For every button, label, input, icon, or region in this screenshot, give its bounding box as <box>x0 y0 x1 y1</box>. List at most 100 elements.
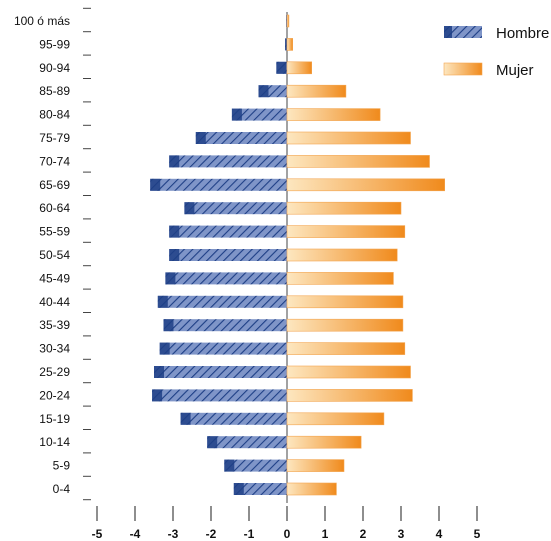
y-tick-label: 50-54 <box>39 248 70 262</box>
x-tick-label: -5 <box>92 527 103 541</box>
hombre-bar-edge <box>184 202 195 215</box>
hombre-bar-edge <box>286 15 287 27</box>
mujer-bar <box>286 389 413 402</box>
y-tick-label: 75-79 <box>39 131 70 145</box>
y-tick-label: 40-44 <box>39 295 70 309</box>
y-tick-label: 10-14 <box>39 435 70 449</box>
legend-swatch-hombre-edge <box>444 26 452 38</box>
mujer-bar <box>286 178 445 192</box>
hombre-bar <box>180 412 287 425</box>
y-tick-label: 5-9 <box>53 459 71 473</box>
hombre-bar-edge <box>233 483 244 495</box>
y-tick-label: 90-94 <box>39 61 70 75</box>
x-tick-label: -3 <box>168 527 179 541</box>
hombre-bar-edge <box>276 61 287 74</box>
mujer-bar <box>286 155 430 168</box>
hombre-bar-edge <box>169 225 180 238</box>
hombre-bar-edge <box>152 389 163 402</box>
y-tick-label: 100 ó más <box>14 14 70 28</box>
mujer-bar <box>286 84 347 98</box>
hombre-bar <box>233 483 287 495</box>
y-tick-label: 20-24 <box>39 388 70 402</box>
hombre-bar-edge <box>157 295 168 308</box>
hombre-bar-edge <box>154 366 164 378</box>
mujer-bar <box>286 14 290 28</box>
mujer-bar <box>286 482 337 496</box>
x-tick-label: 0 <box>284 527 291 541</box>
x-tick-label: 4 <box>436 527 443 541</box>
y-tick-label: 95-99 <box>39 37 70 51</box>
mujer-bar <box>286 318 404 332</box>
bars <box>150 14 445 496</box>
hombre-bar <box>169 155 287 168</box>
x-tick-label: -2 <box>206 527 217 541</box>
legend-swatch-mujer <box>443 62 483 76</box>
hombre-bar-edge <box>169 249 180 261</box>
legend-swatch-hombre <box>444 26 482 38</box>
y-tick-label: 25-29 <box>39 365 70 379</box>
hombre-bar <box>152 389 287 402</box>
hombre-bar <box>159 342 287 355</box>
y-tick-label: 30-34 <box>39 342 70 356</box>
legend: Hombre Mujer <box>443 25 549 79</box>
hombre-bar-edge <box>169 155 180 168</box>
y-tick-label: 80-84 <box>39 108 70 122</box>
y-tick-label: 15-19 <box>39 412 70 426</box>
y-tick-label: 45-49 <box>39 271 70 285</box>
hombre-bar <box>231 108 287 121</box>
mujer-bar <box>286 412 385 426</box>
y-tick-label: 0-4 <box>53 482 71 496</box>
y-tick-label: 65-69 <box>39 178 70 192</box>
hombre-bar <box>150 178 287 191</box>
hombre-bar <box>224 459 287 472</box>
x-tick-label: 2 <box>360 527 367 541</box>
hombre-bar <box>157 295 287 308</box>
mujer-bar <box>286 459 345 472</box>
hombre-bar <box>207 436 287 449</box>
hombre-bar <box>169 249 287 261</box>
x-tick-label: 5 <box>474 527 481 541</box>
y-tick-label: 85-89 <box>39 84 70 98</box>
hombre-bar-edge <box>258 85 269 98</box>
mujer-bar <box>286 435 362 449</box>
mujer-bar <box>286 61 313 75</box>
y-tick-label: 70-74 <box>39 154 70 168</box>
mujer-bar <box>286 201 402 215</box>
legend-label-hombre: Hombre <box>496 25 549 42</box>
hombre-bar-edge <box>224 459 235 472</box>
legend-label-mujer: Mujer <box>496 62 534 79</box>
hombre-bar <box>195 132 287 144</box>
y-tick-label: 35-39 <box>39 318 70 332</box>
hombre-bar-edge <box>150 178 161 191</box>
hombre-bar <box>165 272 287 285</box>
mujer-bar <box>286 108 381 121</box>
hombre-bar-edge <box>195 132 206 144</box>
hombre-bar-edge <box>163 319 174 332</box>
mujer-bar <box>286 38 293 51</box>
hombre-bar-edge <box>207 436 218 449</box>
mujer-bar <box>286 342 406 355</box>
tick-labels: 100 ó más 95-99 90-94 85-89 80-84 75-79 70-74 6… <box>14 14 481 541</box>
hombre-bar-edge <box>159 342 170 355</box>
mujer-bar <box>286 295 404 309</box>
hombre-bar-edge <box>285 38 287 51</box>
y-tick-label: 60-64 <box>39 201 70 215</box>
hombre-bar <box>169 225 287 238</box>
mujer-bar <box>286 272 394 285</box>
x-tick-label: 3 <box>398 527 405 541</box>
y-tick-label: 55-59 <box>39 225 70 239</box>
hombre-bar <box>184 202 287 215</box>
mujer-bar <box>286 365 411 379</box>
hombre-bar-edge <box>231 108 242 121</box>
x-tick-label: -1 <box>244 527 255 541</box>
x-tick-label: 1 <box>322 527 329 541</box>
mujer-bar <box>286 225 406 238</box>
hombre-bar-edge <box>180 412 191 425</box>
hombre-bar <box>163 319 287 332</box>
mujer-bar <box>286 248 398 262</box>
hombre-bar <box>154 366 287 378</box>
x-tick-label: -4 <box>130 527 141 541</box>
hombre-bar-edge <box>165 272 176 285</box>
mujer-bar <box>286 131 411 145</box>
